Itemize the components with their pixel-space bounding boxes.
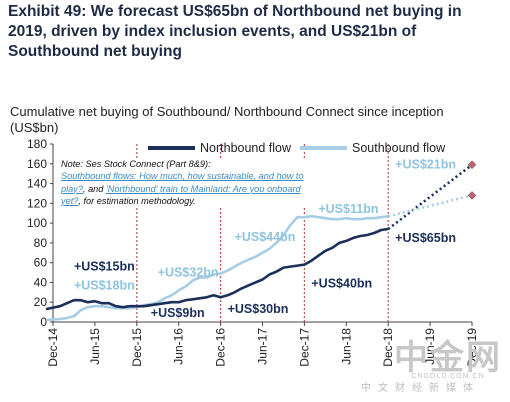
x-tick-label: Dec-17 (297, 328, 311, 367)
y-tick-label: 180 (27, 137, 47, 151)
y-tick-label: 80 (34, 236, 48, 250)
watermark-url: CNGOLD.COM.CN (411, 373, 485, 380)
y-tick-label: 160 (27, 157, 47, 171)
northbound-forecast-marker (467, 160, 477, 170)
y-tick-label: 20 (34, 295, 48, 309)
chart-title-text: Cumulative net buying of Southbound/ Nor… (10, 104, 444, 119)
northbound-annotation: +US$9bn (151, 306, 205, 320)
legend-label-northbound: Northbound flow (200, 141, 292, 155)
northbound-annotation: +US$30bn (228, 302, 289, 316)
note-suffix: , for estimation methodology. (78, 195, 196, 206)
legend-label-southbound: Southbound flow (352, 141, 446, 155)
northbound-line (45, 227, 389, 311)
southbound-forecast-marker (467, 191, 477, 200)
y-tick-label: 120 (27, 196, 47, 210)
y-axis-unit: (US$bn) (10, 120, 59, 135)
northbound-forecast-line (387, 163, 473, 231)
x-tick-label: Dec-16 (214, 328, 228, 367)
southbound-annotation: +US$44bn (235, 230, 296, 244)
y-tick-label: 60 (34, 256, 48, 270)
southbound-line (45, 214, 389, 322)
x-tick-label: Dec-18 (381, 328, 395, 367)
methodology-note: Note: Ses Stock Connect (Part 8&9): Sout… (61, 158, 309, 208)
x-tick-label: Dec-15 (130, 328, 144, 367)
note-separator: , and (82, 183, 106, 194)
note-link-northbound[interactable]: 'Northbound' train to Mainland: Are you … (61, 183, 301, 206)
x-tick-label: Jun-18 (339, 328, 353, 365)
northbound-annotation: +US$40bn (311, 276, 372, 290)
northbound-annotation: +US$15bn (74, 260, 135, 274)
x-tick-label: Dec-14 (46, 328, 60, 367)
southbound-annotation: +US$21bn (395, 158, 456, 172)
y-tick-label: 100 (27, 216, 47, 230)
watermark-logo: 中金网 CNGOLD.COM.CN (394, 330, 502, 380)
southbound-annotation: +US$18bn (74, 278, 135, 292)
chart-title: Cumulative net buying of Southbound/ Nor… (10, 104, 500, 136)
x-tick-label: Dec-19 (465, 328, 479, 367)
x-tick-label: Jun-15 (88, 328, 102, 365)
note-link-southbound[interactable]: Southbound flows: How much, how sustaina… (61, 171, 304, 194)
x-tick-label: Jun-17 (256, 328, 270, 365)
southbound-annotation: +US$32bn (158, 266, 219, 280)
x-tick-label: Jun-16 (172, 328, 186, 365)
y-tick-label: 0 (40, 315, 47, 329)
y-tick-label: 40 (34, 275, 48, 289)
exhibit-title: Exhibit 49: We forecast US$65bn of North… (8, 3, 462, 60)
note-prefix: Note: Ses Stock Connect (Part 8&9): (61, 159, 211, 169)
northbound-annotation: +US$65bn (395, 231, 456, 245)
y-tick-label: 140 (27, 177, 47, 191)
watermark-tagline: 中文财经新媒体 (361, 383, 480, 394)
watermark-brand: 中金网 (394, 338, 502, 378)
southbound-annotation: +US$11bn (318, 202, 378, 216)
x-tick-label: Jun-19 (423, 328, 437, 365)
southbound-forecast-line (387, 194, 473, 218)
